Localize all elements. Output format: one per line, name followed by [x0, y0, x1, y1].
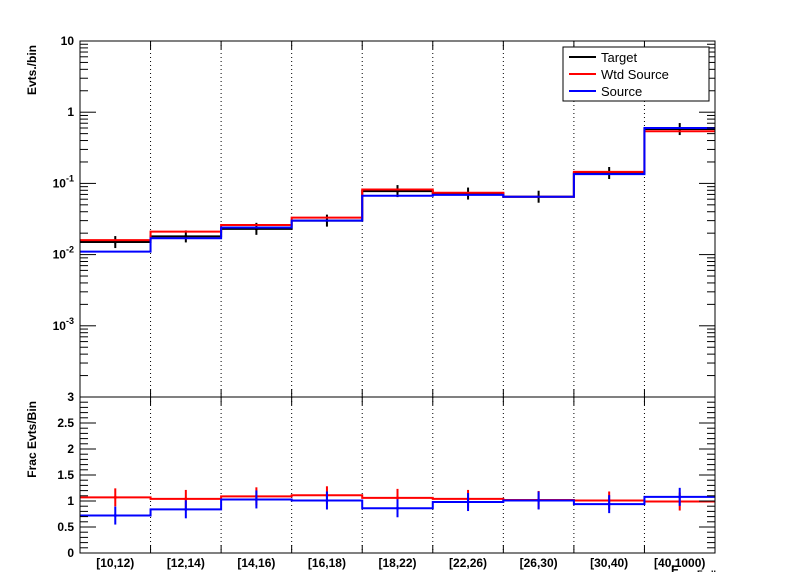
data-point [325, 498, 329, 502]
y-axis-label: Frac Evts/Bin [25, 401, 39, 478]
data-point [466, 500, 470, 504]
x-tick-label: [16,18) [308, 556, 346, 570]
legend-label: Wtd Source [601, 67, 669, 82]
data-point [184, 234, 188, 238]
y-tick-label: 3 [67, 390, 74, 404]
x-tick-label: [30,40) [590, 556, 628, 570]
data-point [607, 502, 611, 506]
y-tick-label: 10-3 [53, 316, 74, 333]
x-tick-label: [26,30) [520, 556, 558, 570]
data-point [113, 240, 117, 244]
y-tick-label: 10-2 [53, 245, 74, 262]
series-line-source [80, 126, 715, 253]
data-point [184, 507, 188, 511]
legend: Target Wtd Source Source [562, 46, 710, 102]
x-tick-label: [22,26) [449, 556, 487, 570]
y-tick-label: 2.5 [57, 416, 74, 430]
y-tick-label: 0 [67, 546, 74, 560]
y-tick-label: 1 [67, 105, 74, 119]
data-point [396, 506, 399, 510]
data-point [396, 496, 399, 500]
x-axis-label: EmaxFrell [671, 563, 716, 572]
x-tick-label: [18,22) [378, 556, 416, 570]
legend-label: Source [601, 84, 642, 99]
data-point [537, 498, 541, 502]
x-tick-label: [12,14) [167, 556, 205, 570]
data-point [184, 497, 188, 501]
data-point [254, 497, 258, 501]
y-tick-label: 10 [61, 34, 75, 48]
series-line-wtd-source [80, 130, 715, 242]
y-tick-label: 1.5 [57, 468, 74, 482]
x-tick-label: [10,12) [96, 556, 134, 570]
data-point [113, 495, 117, 499]
ratio-panel: 0 0.5 1 1.5 2 2.5 3 Frac Evts/Bin [10,12) [12,14)… [25, 390, 716, 572]
data-point [113, 514, 117, 518]
y-tick-label: 1 [67, 494, 74, 508]
data-point [678, 495, 682, 499]
y-tick-label: 0.5 [57, 520, 74, 534]
y-tick-label: 10-1 [53, 173, 74, 190]
y-tick-label: 2 [67, 442, 74, 456]
legend-label: Target [601, 50, 638, 65]
x-tick-label: [40,1000) [654, 556, 705, 570]
y-axis-label: Evts./bin [25, 45, 39, 95]
x-tick-label: [14,16) [237, 556, 275, 570]
